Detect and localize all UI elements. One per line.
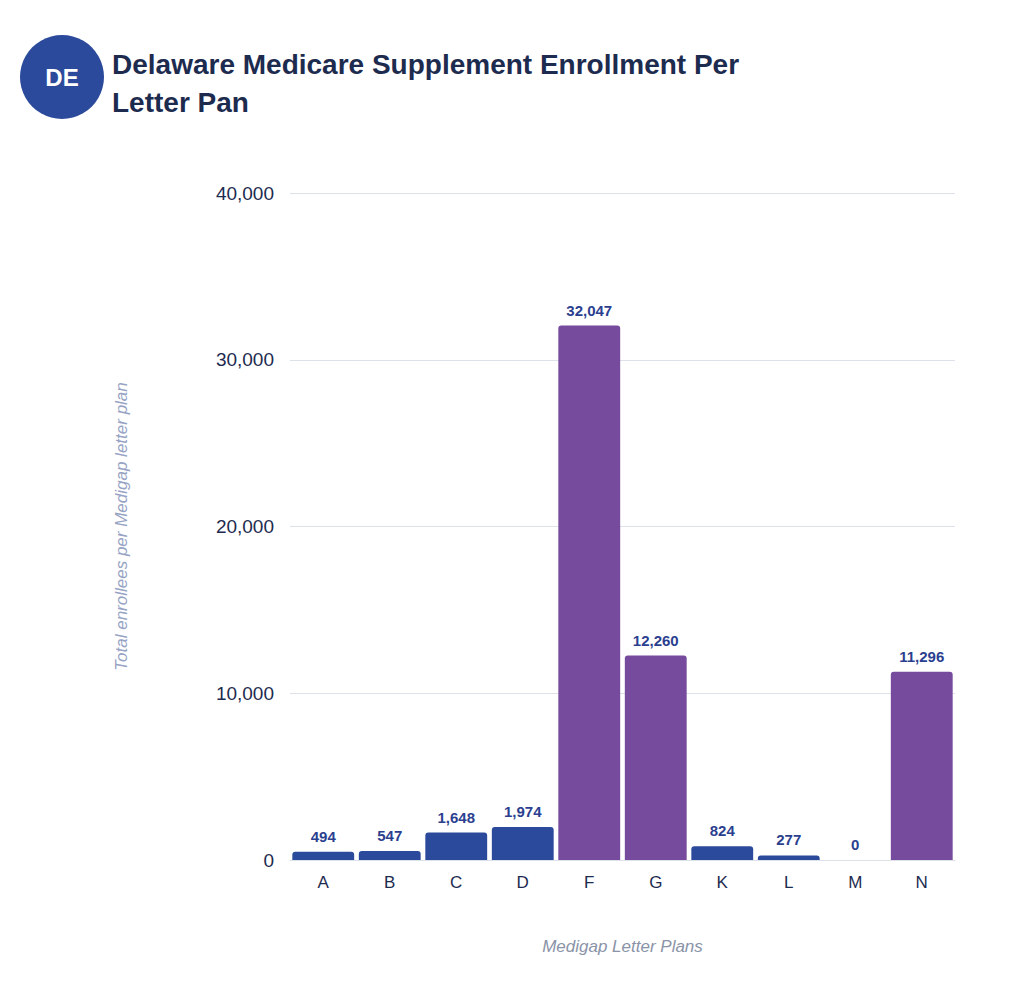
svg-text:0: 0 bbox=[263, 850, 274, 871]
svg-text:30,000: 30,000 bbox=[216, 349, 274, 370]
svg-text:10,000: 10,000 bbox=[216, 683, 274, 704]
svg-text:D: D bbox=[517, 873, 529, 892]
svg-text:277: 277 bbox=[776, 831, 801, 848]
svg-text:32,047: 32,047 bbox=[566, 302, 612, 319]
svg-text:1,648: 1,648 bbox=[437, 809, 475, 826]
svg-text:G: G bbox=[649, 873, 662, 892]
svg-text:12,260: 12,260 bbox=[633, 632, 679, 649]
svg-text:0: 0 bbox=[851, 836, 859, 853]
svg-text:C: C bbox=[450, 873, 462, 892]
svg-text:N: N bbox=[916, 873, 928, 892]
svg-text:1,974: 1,974 bbox=[504, 803, 542, 820]
svg-text:Total enrollees per Medigap le: Total enrollees per Medigap letter plan bbox=[112, 382, 131, 671]
svg-text:F: F bbox=[584, 873, 594, 892]
svg-text:K: K bbox=[717, 873, 729, 892]
svg-text:824: 824 bbox=[710, 822, 736, 839]
svg-text:Delaware Medicare Supplement E: Delaware Medicare Supplement Enrollment … bbox=[112, 49, 747, 80]
svg-text:547: 547 bbox=[377, 827, 402, 844]
svg-text:11,296: 11,296 bbox=[899, 648, 944, 665]
svg-text:L: L bbox=[784, 873, 793, 892]
svg-text:B: B bbox=[384, 873, 395, 892]
svg-text:A: A bbox=[318, 873, 330, 892]
svg-text:20,000: 20,000 bbox=[216, 516, 274, 537]
svg-text:40,000: 40,000 bbox=[216, 183, 274, 204]
svg-text:DE: DE bbox=[45, 64, 78, 91]
svg-text:Letter Pan: Letter Pan bbox=[112, 87, 249, 118]
svg-text:494: 494 bbox=[311, 828, 337, 845]
svg-text:M: M bbox=[848, 873, 862, 892]
svg-text:Medigap Letter Plans: Medigap Letter Plans bbox=[542, 937, 703, 956]
